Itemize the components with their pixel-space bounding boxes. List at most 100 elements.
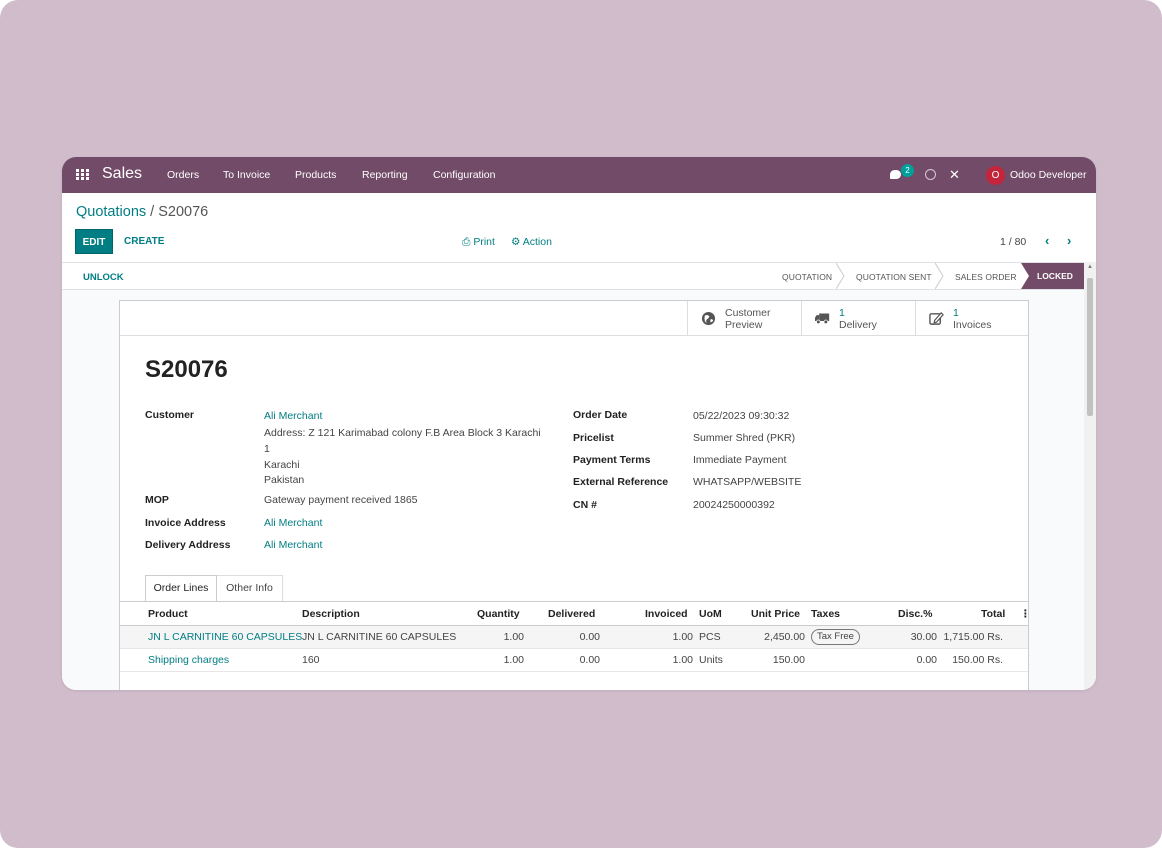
column-delivered[interactable]: Delivered — [548, 608, 596, 620]
breadcrumb-quotations[interactable]: Quotations — [76, 204, 147, 220]
delivery-count: 1 — [839, 307, 845, 319]
app-name[interactable]: Sales — [102, 165, 143, 182]
scrollbar-thumb[interactable] — [1087, 278, 1093, 416]
form-sheet: Customer Preview 1 Delivery 1 — [119, 300, 1031, 690]
customer-link[interactable]: Ali Merchant — [264, 410, 323, 422]
menu-configuration[interactable]: Configuration — [433, 169, 496, 181]
payment-terms-value: Immediate Payment — [693, 454, 787, 466]
customer-preview-button[interactable]: Customer Preview — [687, 301, 801, 336]
table-row[interactable]: Shipping charges 160 1.00 0.00 1.00 Unit… — [120, 649, 1028, 672]
breadcrumb-current: S20076 — [158, 204, 209, 220]
cn-value: 20024250000392 — [693, 499, 775, 511]
stage-separator-icon — [836, 263, 845, 289]
invoice-address-link[interactable]: Ali Merchant — [264, 517, 323, 529]
tabs-divider — [120, 601, 1028, 602]
menu-products[interactable]: Products — [295, 169, 337, 181]
column-quantity[interactable]: Quantity — [477, 608, 520, 620]
tab-other-info[interactable]: Other Info — [217, 575, 283, 601]
column-product[interactable]: Product — [148, 608, 188, 620]
stage-quotation[interactable]: QUOTATION — [782, 272, 833, 282]
stage-locked[interactable]: LOCKED — [1021, 263, 1084, 289]
tab-order-lines[interactable]: Order Lines — [145, 575, 217, 602]
external-reference-label: External Reference — [573, 476, 669, 488]
menu-orders[interactable]: Orders — [167, 169, 200, 181]
row-invoiced: 1.00 — [672, 631, 693, 643]
cn-label: CN # — [573, 499, 597, 511]
pager-next-icon[interactable]: › — [1067, 233, 1072, 248]
delivery-button[interactable]: 1 Delivery — [801, 301, 915, 336]
column-invoiced[interactable]: Invoiced — [645, 608, 688, 620]
smart-button-title: Customer — [725, 307, 771, 319]
delivery-address-link[interactable]: Ali Merchant — [264, 539, 323, 551]
row-discount: 30.00 — [910, 631, 937, 643]
gear-icon: ⚙ — [511, 236, 521, 248]
debug-tools-icon[interactable]: ✕ — [949, 167, 960, 182]
stage-sales-order[interactable]: SALES ORDER — [955, 272, 1017, 282]
row-product[interactable]: JN L CARNITINE 60 CAPSULES — [148, 631, 303, 643]
column-taxes[interactable]: Taxes — [811, 608, 840, 620]
scroll-up-icon[interactable]: ▲ — [1087, 264, 1093, 270]
row-total: 150.00 Rs. — [952, 654, 1003, 666]
top-navbar: Sales Orders To Invoice Products Reporti… — [62, 157, 1096, 193]
pricelist-label: Pricelist — [573, 432, 614, 444]
odoo-window: Sales Orders To Invoice Products Reporti… — [62, 157, 1096, 690]
row-invoiced: 1.00 — [672, 654, 693, 666]
table-row[interactable]: JN L CARNITINE 60 CAPSULES JN L CARNITIN… — [120, 626, 1028, 649]
tax-badge: Tax Free — [811, 629, 860, 645]
menu-reporting[interactable]: Reporting — [362, 169, 408, 181]
row-product[interactable]: Shipping charges — [148, 654, 230, 666]
customer-address-line1: Address: Z 121 Karimabad colony F.B Area… — [264, 427, 541, 439]
column-unit-price[interactable]: Unit Price — [751, 608, 801, 620]
row-quantity: 1.00 — [503, 654, 524, 666]
column-total[interactable]: Total — [981, 608, 1006, 620]
external-reference-value: WHATSAPP/WEBSITE — [693, 476, 802, 488]
activity-clock-icon[interactable] — [925, 169, 936, 180]
row-uom: Units — [699, 654, 723, 666]
user-menu[interactable]: Odoo Developer — [1010, 169, 1087, 181]
smart-button-subtitle: Preview — [725, 319, 763, 331]
chat-icon[interactable] — [890, 170, 901, 179]
row-description: 160 — [302, 654, 320, 666]
pager-previous-icon[interactable]: ‹ — [1045, 233, 1050, 248]
row-discount: 0.00 — [916, 654, 937, 666]
customer-city: Karachi — [264, 459, 300, 471]
customer-label: Customer — [145, 409, 195, 421]
column-description[interactable]: Description — [302, 608, 360, 620]
invoices-button[interactable]: 1 Invoices — [915, 301, 1029, 336]
edit-button[interactable]: EDIT — [75, 229, 113, 254]
row-total: 1,715.00 Rs. — [943, 631, 1003, 643]
order-lines-header: Product Description Quantity Delivered I… — [120, 602, 1031, 626]
delivery-address-label: Delivery Address — [145, 539, 231, 551]
print-icon: ⎙ — [462, 236, 471, 248]
print-label: Print — [473, 236, 495, 248]
breadcrumb-separator: / — [146, 204, 159, 220]
row-delivered: 0.00 — [579, 631, 600, 643]
unlock-button[interactable]: UNLOCK — [83, 272, 124, 283]
status-bar: UNLOCK QUOTATION QUOTATION SENT SALES OR… — [62, 262, 1084, 290]
column-uom[interactable]: UoM — [699, 608, 722, 620]
smart-buttons: Customer Preview 1 Delivery 1 — [120, 301, 1028, 336]
user-avatar[interactable]: O — [986, 166, 1005, 185]
payment-terms-label: Payment Terms — [573, 454, 651, 466]
smart-button-subtitle: Invoices — [953, 319, 992, 331]
action-button[interactable]: ⚙ Action — [511, 236, 552, 248]
order-date-label: Order Date — [573, 409, 628, 421]
print-button[interactable]: ⎙ Print — [462, 236, 495, 249]
apps-menu-icon[interactable] — [76, 169, 89, 180]
stage-quotation-sent[interactable]: QUOTATION SENT — [856, 272, 932, 282]
menu-to-invoice[interactable]: To Invoice — [223, 169, 271, 181]
row-unit-price: 150.00 — [772, 654, 805, 666]
row-quantity: 1.00 — [503, 631, 524, 643]
chat-count-badge: 2 — [901, 164, 914, 177]
row-delivered: 0.00 — [579, 654, 600, 666]
pager-value[interactable]: 1 / 80 — [1000, 236, 1027, 248]
order-title: S20076 — [145, 356, 228, 383]
breadcrumb: Quotations / S20076 — [76, 204, 208, 220]
column-discount[interactable]: Disc.% — [898, 608, 933, 620]
scrollbar[interactable]: ▲ — [1084, 262, 1096, 690]
pricelist-value: Summer Shred (PKR) — [693, 432, 796, 444]
create-button[interactable]: CREATE — [124, 236, 165, 247]
invoice-address-label: Invoice Address — [145, 517, 226, 529]
optional-columns-icon[interactable]: ⋮ — [1020, 608, 1031, 620]
smart-button-subtitle: Delivery — [839, 319, 877, 331]
